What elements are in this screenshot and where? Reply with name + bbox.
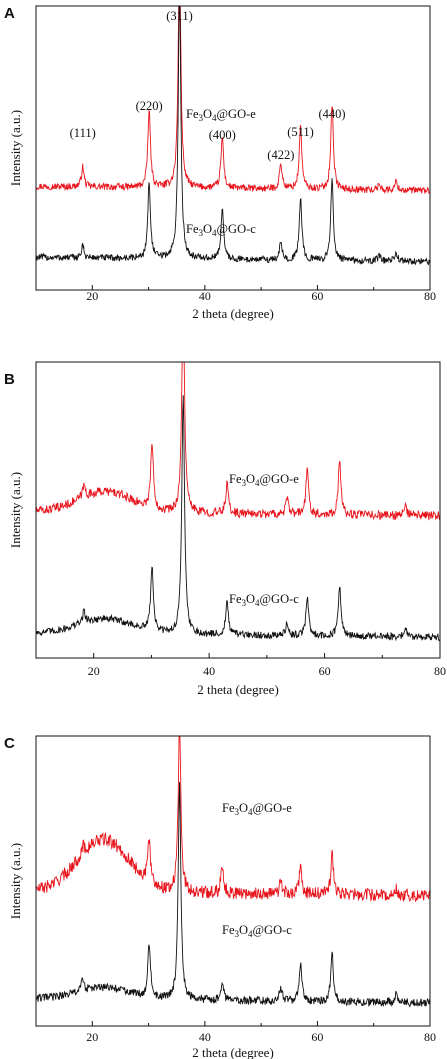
panel-c: C Fe3O4@GO-e Fe3O4@GO-c 20 40 60 80 2 theta (de… <box>4 735 436 1059</box>
y-axis-title: Intensity (a.u.) <box>8 472 23 548</box>
x-axis-title: 2 theta (degree) <box>192 306 274 321</box>
panel-letter: A <box>4 5 15 22</box>
peak-label: (311) <box>166 9 193 23</box>
peak-label: (220) <box>136 99 163 113</box>
series-label: Fe3O4@GO-e <box>222 801 292 817</box>
x-tick-label: 80 <box>434 664 446 678</box>
plot-frame <box>35 5 431 291</box>
series-line-fe3o4-go-c <box>36 782 430 1008</box>
peak-label: (440) <box>319 107 346 121</box>
peak-label: (111) <box>70 126 96 140</box>
panel-letter: B <box>4 371 15 388</box>
x-axis-title: 2 theta (degree) <box>197 682 279 697</box>
plot-frame <box>35 735 431 1027</box>
x-tick-label: 40 <box>199 289 211 303</box>
series-line-fe3o4-go-e <box>36 736 430 902</box>
series-line-fe3o4-go-c <box>36 395 440 642</box>
peak-label: (400) <box>209 128 236 142</box>
x-tick-label: 80 <box>424 1030 436 1044</box>
x-tick-label: 20 <box>86 289 98 303</box>
y-axis-title: Intensity (a.u.) <box>8 843 23 919</box>
x-tick-label: 60 <box>319 664 331 678</box>
series-label: Fe3O4@GO-c <box>222 923 292 939</box>
x-axis-title: 2 theta (degree) <box>192 1045 274 1059</box>
series-line-fe3o4-go-e <box>36 6 430 195</box>
peak-label: (511) <box>287 125 314 139</box>
x-tick-label: 60 <box>311 289 323 303</box>
x-tick-label: 80 <box>424 289 436 303</box>
x-tick-label: 60 <box>311 1030 323 1044</box>
series-label: Fe3O4@GO-e <box>229 472 299 488</box>
panel-a: A Fe3O4@GO-e Fe3O4@GO-c 20 40 60 80 2 theta (de… <box>4 5 436 321</box>
x-tick-label: 20 <box>88 664 100 678</box>
series-line-fe3o4-go-e <box>36 362 440 521</box>
panel-letter: C <box>4 735 15 752</box>
plot-frame <box>35 361 441 659</box>
x-tick-label: 40 <box>199 1030 211 1044</box>
series-label: Fe3O4@GO-c <box>186 222 256 238</box>
series-label: Fe3O4@GO-e <box>186 107 256 123</box>
x-tick-label: 20 <box>86 1030 98 1044</box>
y-axis-title: Intensity (a.u.) <box>8 110 23 186</box>
panel-b: B Fe3O4@GO-e Fe3O4@GO-c 20 40 60 80 2 theta (de… <box>4 361 446 697</box>
peak-label: (422) <box>267 148 294 162</box>
series-label: Fe3O4@GO-c <box>229 592 299 608</box>
series-line-fe3o4-go-c <box>36 6 430 266</box>
x-tick-label: 40 <box>203 664 215 678</box>
